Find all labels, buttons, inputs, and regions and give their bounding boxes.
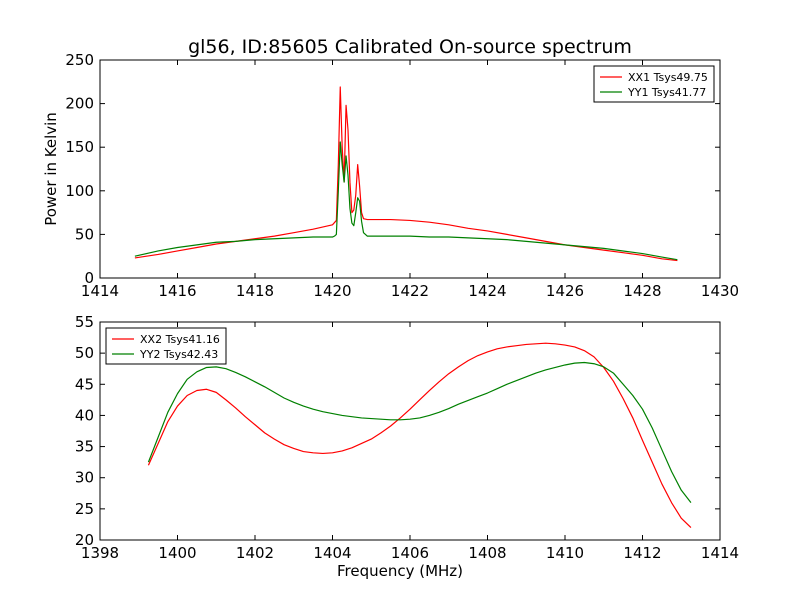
y-tick-label: 250 bbox=[65, 51, 94, 69]
legend-box bbox=[105, 327, 227, 365]
y-tick-label: 45 bbox=[75, 375, 94, 393]
x-tick-label: 1400 bbox=[158, 544, 196, 562]
x-tick-label: 1416 bbox=[158, 282, 196, 300]
top-plot: 1414 1416 1418 1420 1422 1424 1426 1428 1430 0 50 1… bbox=[42, 51, 739, 300]
legend: XX2 Tsys41.16 YY2 Tsys42.43 bbox=[105, 327, 227, 365]
y-tick-label: 200 bbox=[65, 95, 94, 113]
chart-title: gl56, ID:85605 Calibrated On-source spec… bbox=[188, 36, 632, 58]
series-line-1 bbox=[134, 86, 678, 262]
y-tick-label: 20 bbox=[75, 531, 94, 549]
legend-label: YY2 Tsys42.43 bbox=[139, 348, 218, 361]
x-tick-label: 1414 bbox=[81, 282, 119, 300]
x-tick-label: 1398 bbox=[81, 544, 119, 562]
x-tick-label: 1422 bbox=[391, 282, 429, 300]
x-tick-label: 1424 bbox=[468, 282, 506, 300]
series-line-2 bbox=[147, 361, 692, 503]
x-axis-title: Frequency (MHz) bbox=[337, 562, 463, 580]
y-tick-label: 0 bbox=[84, 269, 94, 287]
x-tick-label: 1426 bbox=[546, 282, 584, 300]
legend-label: XX2 Tsys41.16 bbox=[140, 333, 220, 346]
y-tick-label: 100 bbox=[65, 182, 94, 200]
y-tick-label: 25 bbox=[75, 500, 94, 518]
x-tick-label: 1408 bbox=[468, 544, 506, 562]
legend: XX1 Tsys49.75 YY1 Tsys41.77 bbox=[593, 65, 715, 103]
x-tick-label: 1420 bbox=[313, 282, 351, 300]
y-tick-label: 30 bbox=[75, 469, 94, 487]
bottom-plot: 1398 1400 1402 1404 1406 1408 1410 1412 1414 20 25… bbox=[75, 313, 739, 580]
x-tick-label: 1414 bbox=[701, 544, 739, 562]
x-tick-label: 1406 bbox=[391, 544, 429, 562]
y-tick-label: 50 bbox=[75, 344, 94, 362]
series-line-1 bbox=[147, 342, 692, 528]
y-axis-title: Power in Kelvin bbox=[42, 112, 60, 226]
legend-label: YY1 Tsys41.77 bbox=[627, 86, 706, 99]
x-tick-label: 1404 bbox=[313, 544, 351, 562]
x-tick-label: 1412 bbox=[623, 544, 661, 562]
x-tick-label: 1430 bbox=[701, 282, 739, 300]
legend-box bbox=[593, 65, 715, 103]
y-tick-label: 35 bbox=[75, 438, 94, 456]
y-tick-label: 150 bbox=[65, 138, 94, 156]
x-tick-label: 1428 bbox=[623, 282, 661, 300]
legend-label: XX1 Tsys49.75 bbox=[628, 71, 708, 84]
x-tick-label: 1410 bbox=[546, 544, 584, 562]
series-line-2 bbox=[134, 141, 678, 261]
x-tick-label: 1402 bbox=[236, 544, 274, 562]
y-tick-label: 50 bbox=[75, 225, 94, 243]
x-tick-label: 1418 bbox=[236, 282, 274, 300]
y-tick-label: 40 bbox=[75, 406, 94, 424]
y-tick-label: 55 bbox=[75, 313, 94, 331]
